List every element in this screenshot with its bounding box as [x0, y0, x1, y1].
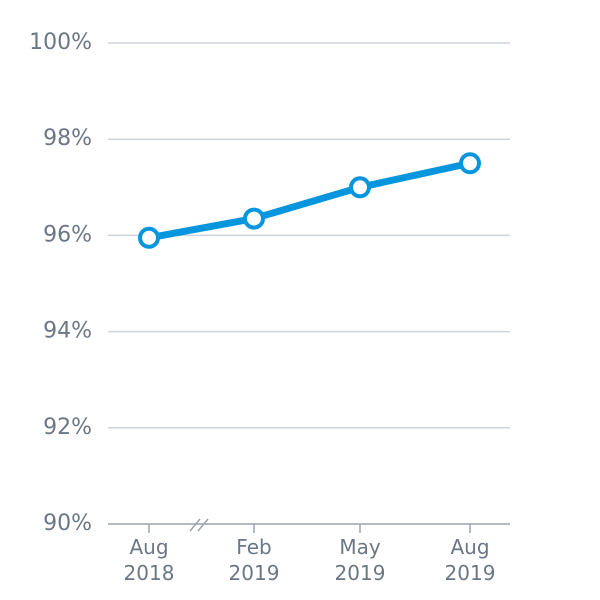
- point: [349, 176, 371, 199]
- axis-break: [189, 518, 209, 532]
- point: [459, 152, 481, 175]
- x-tick-label: May 2019: [334, 535, 386, 585]
- line: [148, 159, 471, 242]
- y-tick-label: 98%: [43, 126, 92, 151]
- point: [138, 226, 160, 249]
- y-tick-label: 94%: [43, 319, 92, 344]
- point: [243, 207, 265, 230]
- y-tick-label: 92%: [43, 415, 92, 440]
- y-tick-label: 96%: [43, 222, 92, 247]
- x-tick-label: Aug 2019: [444, 535, 496, 585]
- y-tick-label: 90%: [43, 511, 92, 536]
- x-tick-label: Aug 2018: [123, 535, 175, 585]
- x-tick-label: Feb 2019: [228, 535, 280, 585]
- y-tick-label: 100%: [29, 30, 92, 55]
